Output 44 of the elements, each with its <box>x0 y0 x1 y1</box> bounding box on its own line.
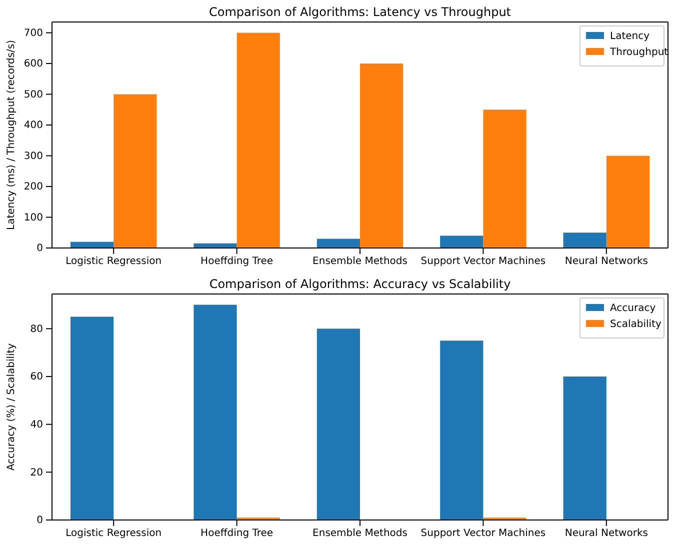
x-tick-label: Ensemble Methods <box>312 256 408 268</box>
bar <box>360 64 404 248</box>
y-axis-title: Latency (ms) / Throughput (records/s) <box>6 40 17 230</box>
bar <box>194 304 237 520</box>
bar <box>316 328 360 520</box>
bar <box>483 110 526 248</box>
legend-label: Throughput <box>609 47 668 58</box>
bar <box>606 156 650 248</box>
x-tick-label: Hoeffding Tree <box>200 256 274 268</box>
legend-label: Accuracy <box>610 303 656 314</box>
x-tick-label: Ensemble Methods <box>312 528 408 540</box>
bar <box>563 232 606 248</box>
y-tick-label: 200 <box>24 182 43 193</box>
bar <box>114 94 157 248</box>
y-tick-label: 600 <box>24 58 43 70</box>
bar <box>70 316 114 520</box>
y-tick-label: 80 <box>30 324 43 335</box>
legend-label: Latency <box>610 31 650 42</box>
x-tick-label: Support Vector Machines <box>420 256 546 268</box>
bar <box>440 236 484 248</box>
bar <box>316 238 360 248</box>
x-tick-label: Hoeffding Tree <box>200 528 274 540</box>
y-tick-label: 0 <box>36 515 43 526</box>
y-tick-label: 100 <box>24 212 43 224</box>
bar <box>236 32 280 248</box>
y-tick-label: 500 <box>24 89 43 100</box>
y-tick-label: 700 <box>24 28 43 39</box>
y-tick-label: 400 <box>24 120 43 132</box>
y-axis-title: Accuracy (%) / Scalability <box>6 343 17 471</box>
x-tick-label: Logistic Regression <box>66 528 162 540</box>
x-tick-label: Neural Networks <box>564 256 648 268</box>
bar <box>440 340 484 520</box>
chart-title: Comparison of Algorithms: Accuracy vs Scalability <box>209 277 511 291</box>
x-tick-label: Neural Networks <box>564 528 648 540</box>
chart-title: Comparison of Algorithms: Latency vs Throughput <box>208 5 512 19</box>
x-tick-label: Support Vector Machines <box>420 528 546 540</box>
y-tick-label: 300 <box>24 150 43 162</box>
y-tick-label: 40 <box>30 420 43 431</box>
bar <box>563 376 606 520</box>
x-tick-label: Logistic Regression <box>66 256 162 268</box>
y-tick-label: 0 <box>36 243 43 254</box>
y-tick-label: 60 <box>30 372 43 383</box>
legend-label: Scalability <box>610 319 662 330</box>
y-tick-label: 20 <box>30 467 43 478</box>
